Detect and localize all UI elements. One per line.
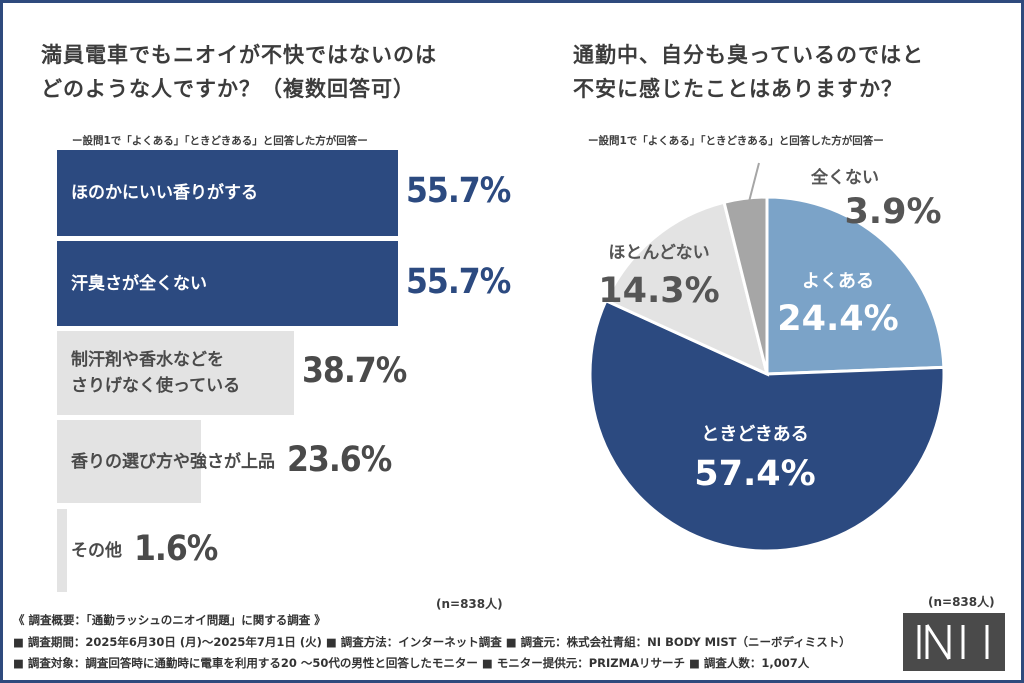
left-sample-size: (n=838人) xyxy=(436,597,503,611)
bar-value-label: 23.6% xyxy=(287,439,392,480)
survey-target-line: ■ 調査対象：調査回答時に通勤時に電車を利用する20 〜50代の男性と回答したモ… xyxy=(13,656,810,670)
survey-details-line: ■ 調査期間：2025年6月30日 (月)〜2025年7月1日 (火) ■ 調査… xyxy=(13,635,851,649)
bar-value-label: 55.7% xyxy=(406,261,511,302)
left-chart-title: 満員電車でもニオイが不快ではないのは どのような人ですか？（複数回答可） xyxy=(41,43,437,101)
bar-label: 汗臭さが全くない xyxy=(71,241,207,326)
bar-label-line: その他 xyxy=(71,540,122,561)
right-chart-title: 通勤中、自分も臭っているのではと 不安に感じたことはありますか？ xyxy=(573,43,924,101)
bar-label: 制汗剤や香水などを さりげなく使っている xyxy=(71,331,240,415)
bar-value-label: 1.6% xyxy=(134,528,218,569)
bar: ほのかにいい香りがする xyxy=(57,150,398,236)
bar: 汗臭さが全くない xyxy=(57,241,398,326)
bar: 制汗剤や香水などを さりげなく使っている xyxy=(57,331,294,415)
bar-label-line: 制汗剤や香水などを xyxy=(71,350,224,370)
bar-label-line: 汗臭さが全くない xyxy=(71,273,207,294)
bar-label-line: さりげなく使っている xyxy=(71,376,241,396)
bar: 香りの選び方や強さが上品 xyxy=(57,420,275,503)
bar-label: その他 xyxy=(71,509,122,592)
survey-overview-heading: 《 調査概要：「通勤ラッシュのニオイ問題」に関する調査 》 xyxy=(13,613,326,627)
bar-label-line: ほのかにいい香りがする xyxy=(71,183,258,203)
bar-value-label: 55.7% xyxy=(406,171,511,211)
left-chart-subtitle: ー設問1で「よくある」「ときどきある」と回答した方が回答ー xyxy=(72,135,368,147)
right-chart-subtitle: ー設問1で「よくある」「ときどきある」と回答した方が回答ー xyxy=(588,135,884,147)
bar-label-line: 香りの選び方や強さが上品 xyxy=(71,451,275,472)
bar-value-label: 38.7% xyxy=(302,351,407,391)
brand-logo xyxy=(903,613,1005,671)
bar-label: ほのかにいい香りがする xyxy=(71,150,258,236)
right-sample-size: (n=838人) xyxy=(928,595,995,609)
bar-label: 香りの選び方や強さが上品 xyxy=(71,420,275,503)
bar: その他 xyxy=(57,509,122,592)
